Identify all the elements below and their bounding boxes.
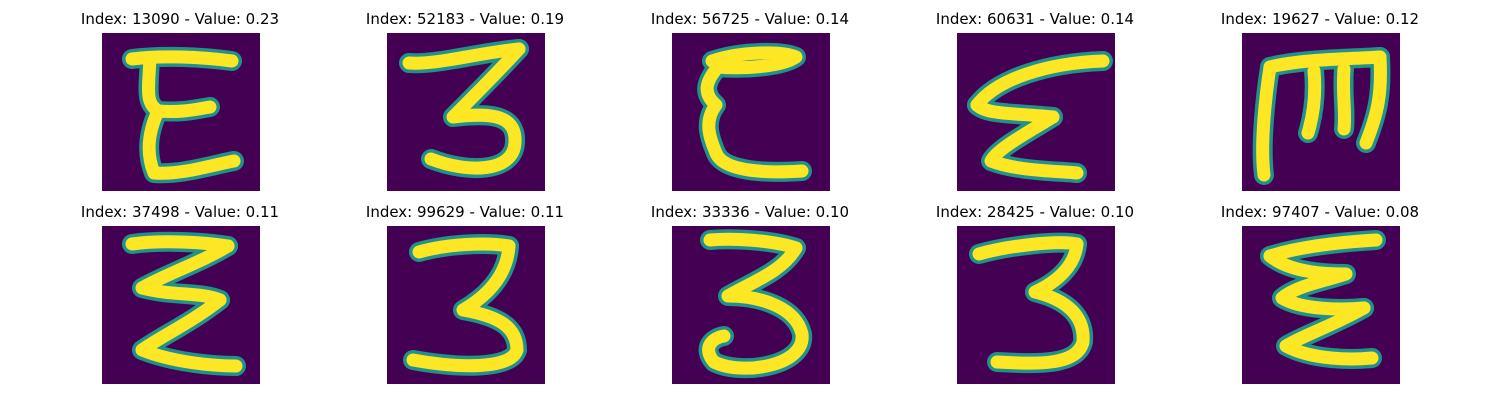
panel: Index: 56725 - Value: 0.14 bbox=[640, 10, 900, 200]
panel: Index: 33336 - Value: 0.10 bbox=[640, 203, 900, 393]
panel: Index: 28425 - Value: 0.10 bbox=[925, 203, 1185, 393]
glyph-image bbox=[387, 33, 545, 191]
glyph-stroke bbox=[984, 110, 1084, 180]
panel-title: Index: 13090 - Value: 0.23 bbox=[80, 10, 280, 28]
glyph-stroke bbox=[1256, 60, 1277, 182]
panel: Index: 37498 - Value: 0.11 bbox=[70, 203, 330, 393]
panel-title: Index: 52183 - Value: 0.19 bbox=[365, 10, 565, 28]
glyph-stroke bbox=[135, 293, 243, 373]
glyph-stroke bbox=[412, 237, 516, 259]
panel-title: Index: 60631 - Value: 0.14 bbox=[935, 10, 1135, 28]
panel: Index: 60631 - Value: 0.14 bbox=[925, 10, 1185, 200]
panel: Index: 13090 - Value: 0.23 bbox=[70, 10, 330, 200]
panel-title: Index: 99629 - Value: 0.11 bbox=[365, 203, 565, 221]
glyph-stroke bbox=[702, 241, 809, 375]
panel-title: Index: 97407 - Value: 0.08 bbox=[1220, 203, 1420, 221]
panel: Index: 97407 - Value: 0.08 bbox=[1210, 203, 1470, 393]
glyph-image bbox=[102, 33, 260, 191]
glyph-stroke bbox=[1336, 62, 1352, 136]
glyph-stroke bbox=[1359, 50, 1387, 150]
panel-title: Index: 28425 - Value: 0.10 bbox=[935, 203, 1135, 221]
glyph-stroke bbox=[1263, 249, 1371, 316]
glyph-stroke bbox=[406, 239, 524, 373]
glyph-stroke bbox=[703, 232, 803, 255]
glyph-image bbox=[1242, 226, 1400, 384]
glyph-stroke bbox=[990, 237, 1090, 370]
panel-title: Index: 19627 - Value: 0.12 bbox=[1220, 10, 1420, 28]
glyph-image bbox=[672, 226, 830, 384]
glyph-image bbox=[672, 33, 830, 191]
panel: Index: 99629 - Value: 0.11 bbox=[355, 203, 615, 393]
glyph-stroke bbox=[970, 54, 1110, 112]
glyph-stroke bbox=[700, 60, 725, 160]
glyph-stroke bbox=[1263, 233, 1383, 263]
panel: Index: 52183 - Value: 0.19 bbox=[355, 10, 615, 200]
glyph-stroke bbox=[135, 239, 235, 307]
glyph-stroke bbox=[125, 50, 239, 68]
panel-title: Index: 33336 - Value: 0.10 bbox=[650, 203, 850, 221]
glyph-image bbox=[957, 226, 1115, 384]
glyph-stroke bbox=[424, 42, 526, 175]
panel-title: Index: 56725 - Value: 0.14 bbox=[650, 10, 850, 28]
glyph-stroke bbox=[1263, 50, 1387, 74]
glyph-stroke bbox=[402, 42, 526, 70]
glyph-stroke bbox=[125, 235, 235, 253]
glyph-stroke bbox=[972, 236, 1084, 261]
panel-title: Index: 37498 - Value: 0.11 bbox=[80, 203, 280, 221]
glyph-stroke bbox=[1279, 301, 1379, 366]
glyph-image bbox=[1242, 33, 1400, 191]
glyph-image bbox=[957, 33, 1115, 191]
glyph-stroke bbox=[705, 46, 803, 75]
glyph-stroke bbox=[1301, 64, 1322, 140]
glyph-image bbox=[102, 226, 260, 384]
glyph-image bbox=[387, 226, 545, 384]
panel: Index: 19627 - Value: 0.12 bbox=[1210, 10, 1470, 200]
glyph-stroke bbox=[142, 104, 241, 180]
glyph-stroke bbox=[709, 146, 809, 179]
